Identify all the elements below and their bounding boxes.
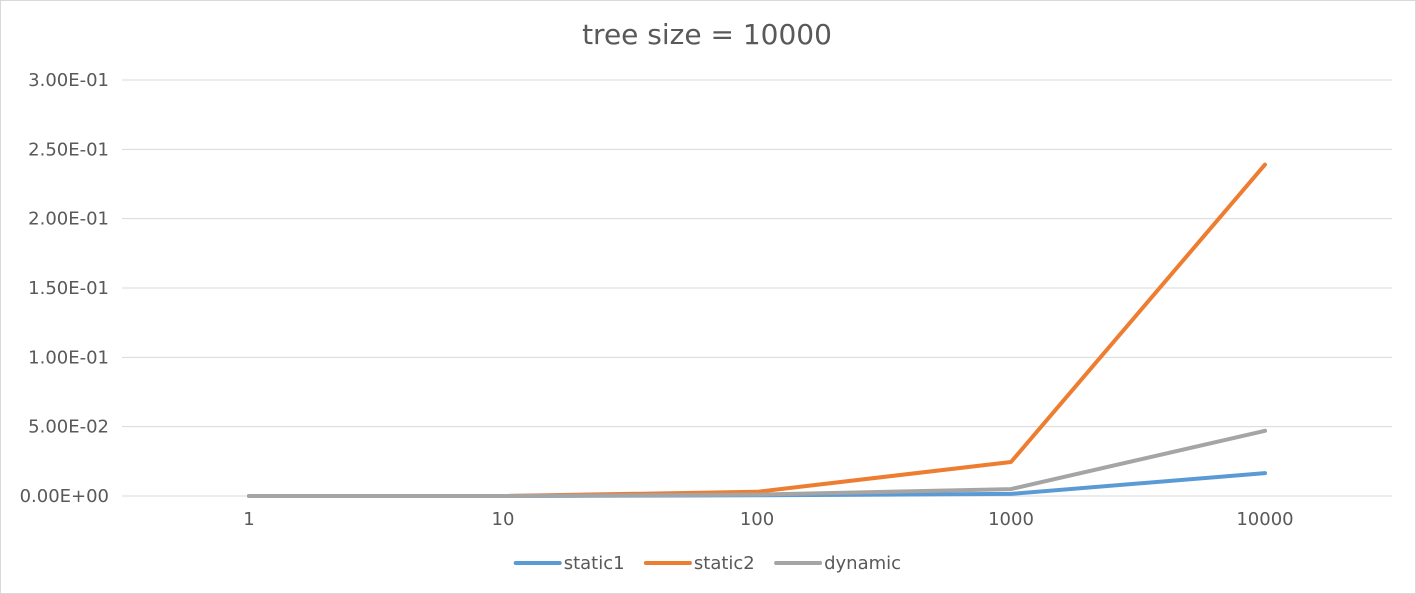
x-tick-label: 10 <box>492 509 515 530</box>
legend-label-static2: static2 <box>694 553 755 574</box>
legend-label-static1: static1 <box>564 553 625 574</box>
y-tick-label: 2.50E-01 <box>28 139 109 160</box>
legend-label-dynamic: dynamic <box>824 553 901 574</box>
y-tick-label: 5.00E-02 <box>28 417 109 438</box>
y-tick-label: 2.00E-01 <box>28 209 109 230</box>
chart-title: tree size = 10000 <box>582 18 832 51</box>
x-axis-ticks: 1 10 100 1000 10000 <box>243 509 1293 530</box>
x-tick-label: 100 <box>740 509 774 530</box>
y-tick-label: 0.00E+00 <box>20 486 109 507</box>
x-tick-label: 1 <box>243 509 254 530</box>
series-line-static2 <box>247 162 1267 498</box>
legend: static1 static2 dynamic <box>513 553 901 574</box>
y-tick-label: 1.00E-01 <box>28 347 109 368</box>
y-tick-label: 3.00E-01 <box>28 70 109 91</box>
x-tick-label: 10000 <box>1236 509 1293 530</box>
y-axis-ticks: 0.00E+00 5.00E-02 1.00E-01 1.50E-01 2.00E-01… <box>20 70 109 507</box>
y-tick-label: 1.50E-01 <box>28 278 109 299</box>
series-line-dynamic <box>247 428 1267 498</box>
x-tick-label: 1000 <box>988 509 1034 530</box>
gridlines <box>122 79 1392 497</box>
series-lines <box>247 162 1267 498</box>
